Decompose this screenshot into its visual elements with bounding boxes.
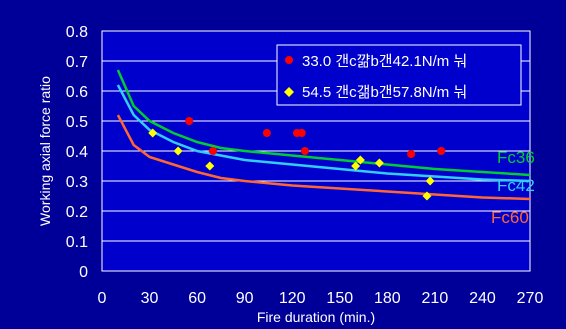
data-point-diamond: [173, 146, 183, 156]
x-axis-label: Fire duration (min.): [257, 309, 375, 325]
data-point-diamond: [374, 158, 384, 168]
x-tick-label: 240: [469, 290, 496, 307]
data-point-circle: [297, 129, 306, 137]
legend-entry-1: 33.0 갠c꺎b갠42.1N/m 눠: [302, 53, 467, 70]
x-tick-label: 60: [188, 290, 206, 307]
legend-marker-red-circle: [285, 56, 293, 64]
line-fc36: [116, 69, 531, 177]
scatter-points: [148, 117, 446, 201]
data-point-diamond: [351, 161, 361, 171]
data-point-diamond: [148, 128, 158, 138]
y-tick-label: 0.4: [66, 144, 88, 161]
line-fc42: [116, 84, 531, 183]
data-point-diamond: [355, 155, 365, 165]
x-tick-label: 180: [374, 290, 401, 307]
y-tick-label: 0.5: [66, 114, 88, 131]
data-point-circle: [437, 147, 446, 155]
data-point-diamond: [422, 191, 432, 201]
x-tick-label: 210: [422, 290, 449, 307]
legend-marker-yellow-diamond: [284, 87, 294, 97]
data-point-circle: [407, 150, 416, 158]
data-point-circle: [300, 147, 309, 155]
line-series-labels: Fc36 Fc42 Fc60: [491, 148, 535, 227]
x-tick-label: 150: [326, 290, 353, 307]
y-tick-label: 0.1: [66, 234, 88, 251]
y-tick-label: 0.3: [66, 174, 88, 191]
x-tick-label: 0: [98, 290, 107, 307]
data-point-diamond: [425, 176, 435, 186]
line-label-fc36: Fc36: [497, 148, 535, 167]
y-tick-label: 0.2: [66, 204, 88, 221]
y-axis-label: Working axial force ratio: [37, 76, 53, 226]
line-fc60: [116, 114, 531, 201]
y-tick-label: 0: [79, 264, 88, 281]
x-tick-labels: 0 30 60 90 120 150 180 210 240 270: [98, 290, 544, 307]
data-point-circle: [185, 117, 194, 125]
x-tick-label: 90: [236, 290, 254, 307]
y-tick-label: 0.6: [66, 84, 88, 101]
x-tick-label: 270: [517, 290, 544, 307]
legend-box: [276, 44, 522, 106]
x-tick-label: 30: [141, 290, 159, 307]
x-tick-label: 120: [279, 290, 306, 307]
line-series: [116, 69, 531, 201]
y-tick-labels: 0 0.1 0.2 0.3 0.4 0.5 0.6 0.7 0.8: [66, 24, 88, 281]
y-tick-label: 0.7: [66, 54, 88, 71]
line-label-fc60: Fc60: [491, 208, 529, 227]
data-point-circle: [208, 147, 217, 155]
line-label-fc42: Fc42: [497, 176, 535, 195]
data-point-diamond: [205, 161, 215, 171]
legend: 33.0 갠c꺎b갠42.1N/m 눠 54.5 갠c갦b갠57.8N/m 눠: [276, 44, 522, 106]
legend-entry-2: 54.5 갠c갦b갠57.8N/m 눠: [302, 84, 467, 101]
data-point-circle: [262, 129, 271, 137]
y-tick-label: 0.8: [66, 24, 88, 41]
